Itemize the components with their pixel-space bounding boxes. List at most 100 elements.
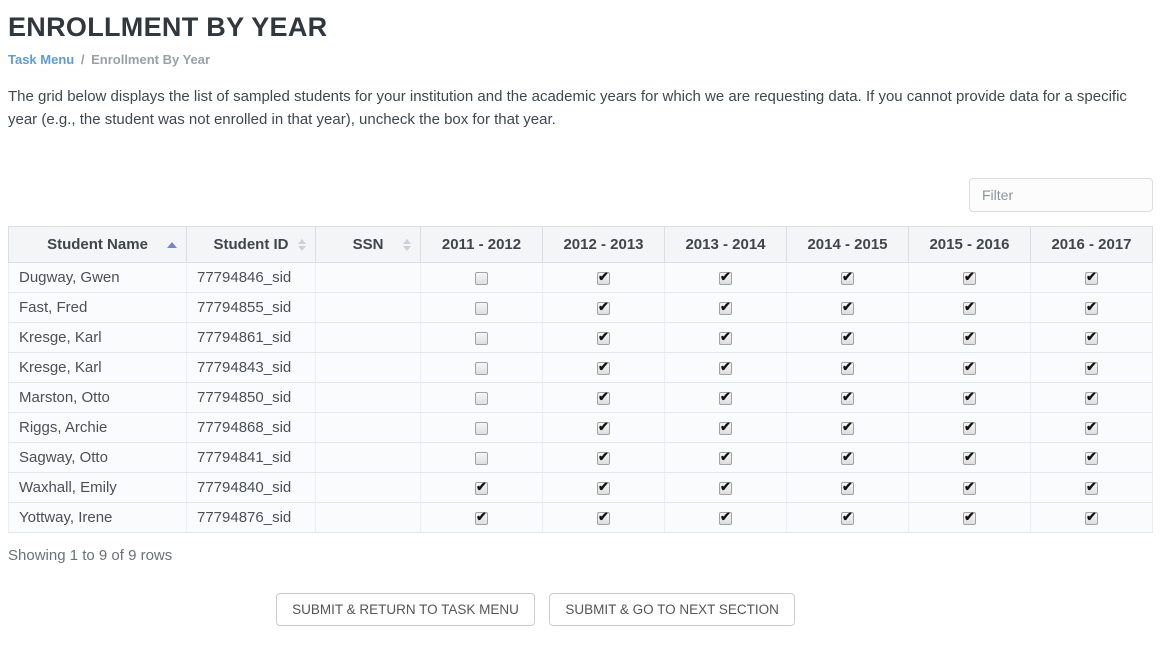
- enrollment-checkbox-2014-2015[interactable]: [841, 269, 854, 285]
- filter-input[interactable]: [969, 178, 1153, 212]
- enrollment-checkbox-2012-2013[interactable]: [597, 509, 610, 525]
- enrollment-checkbox-2014-2015[interactable]: [841, 359, 854, 375]
- enrollment-checkbox-2011-2012[interactable]: [475, 271, 488, 285]
- enrollment-table: Student Name Student ID SSN 2011 - 2012 2012…: [8, 226, 1153, 533]
- enrollment-checkbox-2015-2016[interactable]: [963, 359, 976, 375]
- enrollment-checkbox-2015-2016[interactable]: [963, 419, 976, 435]
- breadcrumb: Task Menu / Enrollment By Year: [8, 52, 1153, 67]
- enrollment-checkbox-2014-2015[interactable]: [841, 419, 854, 435]
- ssn-cell: [315, 352, 421, 383]
- enrollment-checkbox-2012-2013[interactable]: [597, 359, 610, 375]
- enrollment-year-cell: [664, 322, 787, 353]
- student-name-cell: Waxhall, Emily: [8, 472, 187, 503]
- enrollment-checkbox-2015-2016[interactable]: [963, 329, 976, 345]
- enrollment-year-cell: [420, 412, 543, 443]
- enrollment-year-cell: [664, 262, 787, 293]
- table-header-row: Student Name Student ID SSN 2011 - 2012 2012…: [8, 226, 1153, 263]
- enrollment-checkbox-2014-2015[interactable]: [841, 299, 854, 315]
- enrollment-checkbox-2012-2013[interactable]: [597, 389, 610, 405]
- enrollment-checkbox-2013-2014[interactable]: [719, 509, 732, 525]
- enrollment-year-cell: [908, 322, 1031, 353]
- student-id-cell: 77794843_sid: [186, 352, 316, 383]
- enrollment-checkbox-2012-2013[interactable]: [597, 479, 610, 495]
- enrollment-year-cell: [786, 442, 909, 473]
- column-header-2016-2017: 2016 - 2017: [1030, 226, 1153, 263]
- enrollment-year-cell: [786, 472, 909, 503]
- enrollment-year-cell: [786, 502, 909, 533]
- enrollment-checkbox-2012-2013[interactable]: [597, 449, 610, 465]
- ssn-cell: [315, 262, 421, 293]
- enrollment-checkbox-2014-2015[interactable]: [841, 329, 854, 345]
- column-header-ssn[interactable]: SSN: [315, 226, 421, 263]
- enrollment-year-cell: [786, 352, 909, 383]
- enrollment-checkbox-2016-2017[interactable]: [1085, 479, 1098, 495]
- enrollment-checkbox-2013-2014[interactable]: [719, 299, 732, 315]
- enrollment-checkbox-2013-2014[interactable]: [719, 479, 732, 495]
- enrollment-checkbox-2011-2012[interactable]: [475, 509, 488, 525]
- enrollment-checkbox-2013-2014[interactable]: [719, 269, 732, 285]
- student-row: Kresge, Karl 77794861_sid: [8, 322, 1153, 353]
- submit-actions: SUBMIT & RETURN TO TASK MENU SUBMIT & GO…: [8, 593, 1153, 626]
- submit-return-button[interactable]: SUBMIT & RETURN TO TASK MENU: [276, 593, 535, 626]
- enrollment-checkbox-2012-2013[interactable]: [597, 419, 610, 435]
- enrollment-checkbox-2015-2016[interactable]: [963, 269, 976, 285]
- column-header-student-id[interactable]: Student ID: [186, 226, 316, 263]
- enrollment-checkbox-2011-2012[interactable]: [475, 331, 488, 345]
- enrollment-checkbox-2014-2015[interactable]: [841, 509, 854, 525]
- enrollment-checkbox-2011-2012[interactable]: [475, 391, 488, 405]
- enrollment-checkbox-2016-2017[interactable]: [1085, 509, 1098, 525]
- enrollment-checkbox-2011-2012[interactable]: [475, 421, 488, 435]
- enrollment-year-cell: [664, 442, 787, 473]
- enrollment-checkbox-2012-2013[interactable]: [597, 269, 610, 285]
- pagination-summary: Showing 1 to 9 of 9 rows: [8, 547, 173, 564]
- enrollment-checkbox-2015-2016[interactable]: [963, 449, 976, 465]
- enrollment-year-cell: [1030, 382, 1153, 413]
- enrollment-checkbox-2016-2017[interactable]: [1085, 329, 1098, 345]
- enrollment-checkbox-2013-2014[interactable]: [719, 389, 732, 405]
- column-header-label: 2016 - 2017: [1051, 236, 1132, 253]
- enrollment-checkbox-2011-2012[interactable]: [475, 361, 488, 375]
- enrollment-checkbox-2016-2017[interactable]: [1085, 389, 1098, 405]
- enrollment-checkbox-2011-2012[interactable]: [475, 451, 488, 465]
- enrollment-checkbox-2014-2015[interactable]: [841, 479, 854, 495]
- enrollment-checkbox-2011-2012[interactable]: [475, 301, 488, 315]
- enrollment-checkbox-2015-2016[interactable]: [963, 479, 976, 495]
- enrollment-year-cell: [786, 262, 909, 293]
- breadcrumb-task-menu-link[interactable]: Task Menu: [8, 52, 75, 67]
- enrollment-checkbox-2016-2017[interactable]: [1085, 269, 1098, 285]
- submit-next-button[interactable]: SUBMIT & GO TO NEXT SECTION: [549, 593, 795, 626]
- enrollment-checkbox-2016-2017[interactable]: [1085, 419, 1098, 435]
- column-header-2015-2016: 2015 - 2016: [908, 226, 1031, 263]
- enrollment-checkbox-2011-2012[interactable]: [475, 479, 488, 495]
- enrollment-year-cell: [908, 262, 1031, 293]
- enrollment-checkbox-2016-2017[interactable]: [1085, 359, 1098, 375]
- enrollment-year-cell: [1030, 262, 1153, 293]
- enrollment-checkbox-2013-2014[interactable]: [719, 359, 732, 375]
- ssn-cell: [315, 382, 421, 413]
- column-header-student-name[interactable]: Student Name: [8, 226, 187, 263]
- column-header-label: Student ID: [213, 236, 289, 253]
- enrollment-checkbox-2013-2014[interactable]: [719, 329, 732, 345]
- enrollment-checkbox-2016-2017[interactable]: [1085, 299, 1098, 315]
- enrollment-checkbox-2014-2015[interactable]: [841, 449, 854, 465]
- ssn-cell: [315, 292, 421, 323]
- enrollment-checkbox-2013-2014[interactable]: [719, 419, 732, 435]
- enrollment-checkbox-2012-2013[interactable]: [597, 299, 610, 315]
- column-header-2011-2012: 2011 - 2012: [420, 226, 543, 263]
- column-header-label: 2015 - 2016: [929, 236, 1010, 253]
- enrollment-checkbox-2015-2016[interactable]: [963, 299, 976, 315]
- enrollment-checkbox-2015-2016[interactable]: [963, 509, 976, 525]
- enrollment-checkbox-2015-2016[interactable]: [963, 389, 976, 405]
- student-row: Sagway, Otto 77794841_sid: [8, 442, 1153, 473]
- enrollment-checkbox-2012-2013[interactable]: [597, 329, 610, 345]
- column-header-label: Student Name: [47, 236, 148, 253]
- column-header-label: 2012 - 2013: [563, 236, 644, 253]
- page-title: ENROLLMENT BY YEAR: [8, 12, 328, 42]
- ssn-cell: [315, 322, 421, 353]
- enrollment-checkbox-2014-2015[interactable]: [841, 389, 854, 405]
- student-row: Kresge, Karl 77794843_sid: [8, 352, 1153, 383]
- enrollment-checkbox-2013-2014[interactable]: [719, 449, 732, 465]
- enrollment-year-cell: [908, 442, 1031, 473]
- enrollment-checkbox-2016-2017[interactable]: [1085, 449, 1098, 465]
- column-header-label: 2011 - 2012: [441, 236, 522, 253]
